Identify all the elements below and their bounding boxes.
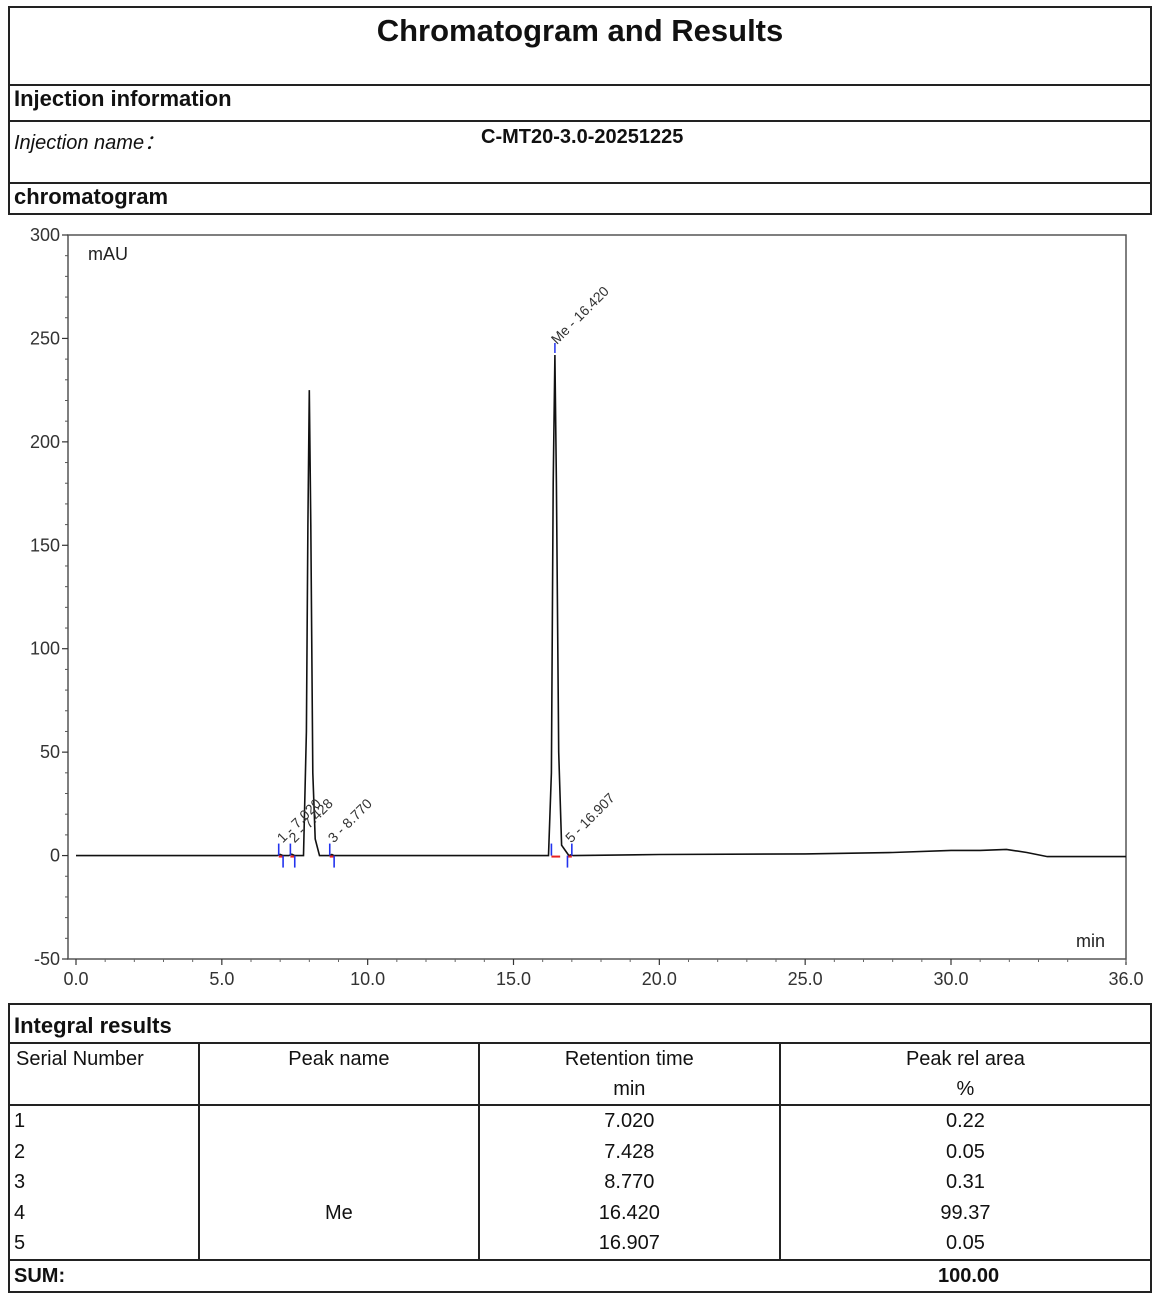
cell-peak-name: [197, 1228, 480, 1261]
injection-section-heading: Injection information: [8, 86, 1152, 122]
x-tick-label: 36.0: [1108, 969, 1143, 989]
y-tick-label: 100: [30, 639, 60, 659]
y-tick-label: 150: [30, 535, 60, 555]
y-tick-label: 250: [30, 328, 60, 348]
page-title: Chromatogram and Results: [8, 6, 1152, 86]
sum-row: SUM: 100.00: [8, 1260, 1152, 1293]
x-tick-label: 0.0: [63, 969, 88, 989]
y-axis-unit-label: mAU: [88, 244, 128, 264]
x-tick-label: 25.0: [788, 969, 823, 989]
table-row: 3 8.770 0.31: [8, 1167, 1153, 1198]
chromatogram-chart-box: 300 250 200 150 100 50 0 -50 0.0 5.0 10.0 15.0 20.0 2…: [8, 215, 1152, 1005]
table-row: 1 7.020 0.22: [8, 1105, 1153, 1137]
cell-serial: 4: [8, 1197, 200, 1228]
x-tick-label: 15.0: [496, 969, 531, 989]
header-peak-name-text: Peak name: [288, 1048, 390, 1070]
chromatogram-trace: [76, 354, 1126, 858]
cell-peak-name: [197, 1167, 480, 1198]
cell-serial: 1: [8, 1105, 200, 1137]
sum-value: 100.00: [938, 1265, 1000, 1287]
header-serial-text: Serial Number: [16, 1048, 144, 1070]
cell-peak-area: 0.05: [778, 1228, 1153, 1261]
header-rt-text: Retention time: [564, 1048, 694, 1070]
injection-name-label: Injection name：: [14, 132, 165, 154]
header-serial-number: Serial Number: [8, 1042, 200, 1106]
x-tick-label: 5.0: [209, 969, 234, 989]
cell-peak-area: 0.22: [778, 1105, 1153, 1137]
cell-retention-time: 7.428: [477, 1136, 781, 1167]
x-tick-label: 20.0: [642, 969, 677, 989]
cell-retention-time: 8.770: [477, 1167, 781, 1198]
sum-label: SUM:: [14, 1265, 66, 1287]
header-retention-time: Retention time min: [477, 1042, 781, 1106]
table-header-row: Serial Number Peak name Retention time m…: [8, 1042, 1153, 1106]
cell-serial: 2: [8, 1136, 200, 1167]
header-area-unit: %: [956, 1078, 975, 1100]
x-tick-label: 10.0: [350, 969, 385, 989]
table-row: 5 16.907 0.05: [8, 1228, 1153, 1261]
x-tick-label: 30.0: [933, 969, 968, 989]
cell-peak-area: 0.31: [778, 1167, 1153, 1198]
header-peak-rel-area: Peak rel area %: [778, 1042, 1153, 1106]
injection-name-row: Injection name： C-MT20-3.0-20251225: [8, 122, 1152, 184]
integral-results-table: Serial Number Peak name Retention time m…: [8, 1042, 1153, 1261]
header-area-text: Peak rel area: [905, 1048, 1025, 1070]
table-row: 4 Me 16.420 99.37: [8, 1197, 1153, 1228]
plot-frame: [67, 234, 1127, 960]
integral-section-heading: Integral results: [14, 1013, 172, 1038]
chromatogram-section-heading: chromatogram: [8, 184, 1152, 215]
cell-peak-area: 0.05: [778, 1136, 1153, 1167]
cell-retention-time: 16.420: [477, 1197, 781, 1228]
cell-peak-name: Me: [197, 1197, 480, 1228]
y-tick-label: 300: [30, 225, 60, 245]
cell-retention-time: 16.907: [477, 1228, 781, 1261]
header-rt-unit: min: [613, 1078, 646, 1100]
cell-serial: 3: [8, 1167, 200, 1198]
cell-peak-name: [197, 1136, 480, 1167]
injection-name-value: C-MT20-3.0-20251225: [481, 126, 684, 148]
cell-retention-time: 7.020: [477, 1105, 781, 1137]
table-row: 2 7.428 0.05: [8, 1136, 1153, 1167]
y-tick-label: 50: [40, 742, 60, 762]
y-tick-label: 200: [30, 432, 60, 452]
cell-peak-area: 99.37: [778, 1197, 1153, 1228]
y-tick-label: -50: [34, 949, 60, 969]
cell-serial: 5: [8, 1228, 200, 1261]
x-axis-unit-label: min: [1076, 931, 1105, 951]
y-tick-label: 0: [50, 846, 60, 866]
chromatogram-chart: 300 250 200 150 100 50 0 -500.0 5.0 10.0 15.0 20.0 2…: [8, 215, 1152, 1003]
cell-peak-name: [197, 1105, 480, 1137]
header-peak-name: Peak name: [197, 1042, 480, 1106]
